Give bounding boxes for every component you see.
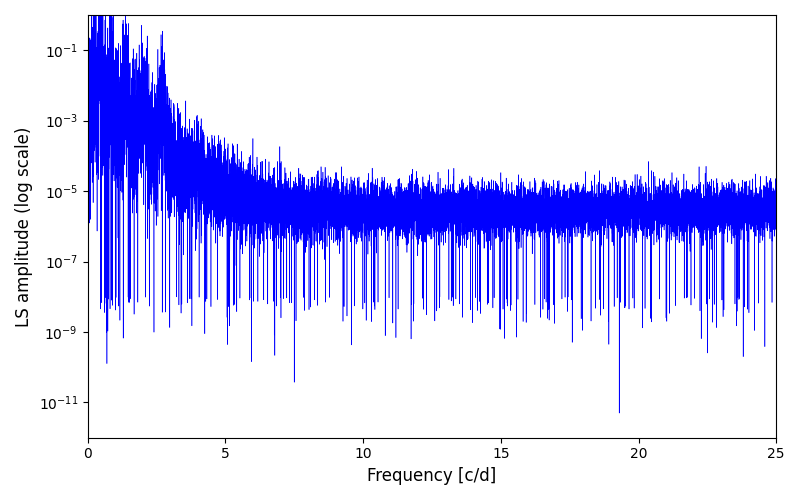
X-axis label: Frequency [c/d]: Frequency [c/d]	[367, 467, 497, 485]
Y-axis label: LS amplitude (log scale): LS amplitude (log scale)	[15, 126, 33, 326]
